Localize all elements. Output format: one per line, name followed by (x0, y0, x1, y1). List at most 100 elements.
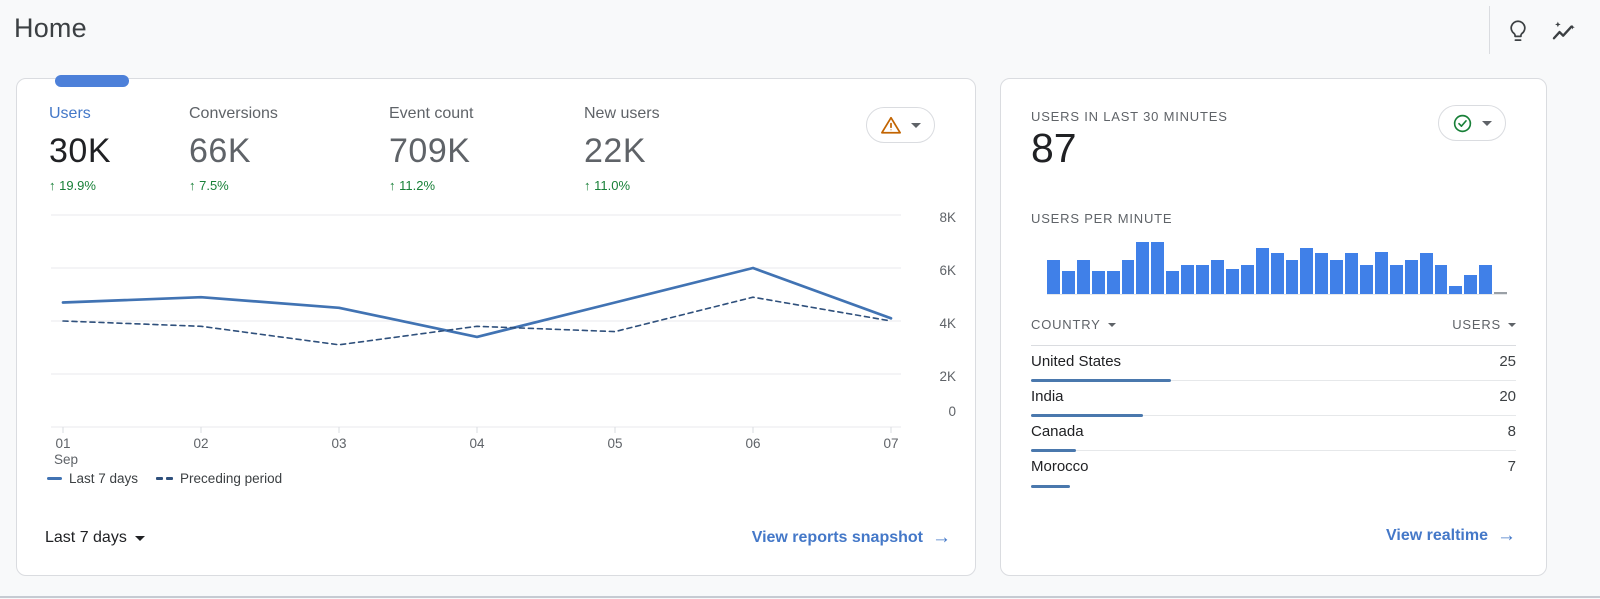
svg-text:05: 05 (607, 436, 622, 451)
sort-caret-icon (1107, 322, 1116, 327)
users-sort-header[interactable]: USERS (1452, 317, 1516, 332)
chevron-down-icon (1482, 120, 1492, 126)
per-minute-bar (1315, 253, 1329, 294)
arrow-right-icon: → (932, 527, 951, 548)
series-dashed (62, 296, 892, 346)
users-per-minute-title: USERS PER MINUTE (1031, 211, 1173, 226)
svg-text:8K: 8K (939, 210, 956, 225)
per-minute-bar (1136, 242, 1150, 294)
metric-delta: ↑ 19.9% (49, 178, 96, 193)
per-minute-bar (1330, 259, 1344, 294)
per-minute-bar (1270, 253, 1284, 294)
arrow-right-icon: → (1497, 525, 1516, 546)
svg-text:0: 0 (948, 404, 956, 419)
per-minute-bar (1360, 265, 1373, 294)
per-minute-bar (1225, 269, 1239, 294)
country-users-value: 25 (1499, 353, 1516, 370)
country-name: United States (1031, 353, 1122, 370)
svg-text:6K: 6K (939, 263, 956, 278)
country-header-label: COUNTRY (1031, 317, 1101, 332)
series-solid (61, 266, 893, 339)
svg-text:2K: 2K (939, 369, 956, 384)
per-minute-bar (1210, 260, 1224, 294)
country-name: Canada (1031, 423, 1084, 440)
country-users-bar (1031, 379, 1171, 382)
per-minute-bar (1419, 253, 1433, 294)
overview-card: Users 30K ↑ 19.9% Conversions 66K ↑ 7.5%… (16, 75, 976, 576)
metric-tabs: Users 30K ↑ 19.9% Conversions 66K ↑ 7.5%… (17, 105, 975, 193)
svg-text:06: 06 (745, 436, 760, 451)
per-minute-bar (1076, 260, 1090, 294)
metric-delta: ↑ 11.2% (389, 178, 436, 193)
svg-text:02: 02 (193, 436, 208, 451)
per-minute-bar (1151, 242, 1165, 294)
country-row: United States 25 (1031, 346, 1516, 382)
metric-label: Conversions (189, 105, 278, 122)
date-range-selector[interactable]: Last 7 days (45, 529, 145, 547)
check-circle-icon (1453, 114, 1472, 132)
per-minute-bar (1047, 260, 1060, 294)
warning-icon (881, 116, 901, 134)
country-users-bar (1031, 414, 1143, 417)
country-name: Morocco (1031, 458, 1089, 475)
per-minute-bar (1345, 253, 1359, 294)
per-minute-bar (1434, 265, 1448, 294)
dashed-line-swatch (156, 477, 174, 480)
overview-card-footer: Last 7 days View reports snapshot → (45, 527, 951, 549)
per-minute-bar (1061, 270, 1075, 294)
country-users-value: 7 (1507, 458, 1516, 475)
chevron-down-icon (134, 535, 145, 541)
per-minute-bar (1255, 248, 1269, 294)
svg-text:03: 03 (331, 436, 346, 451)
realtime-card-footer: View realtime → (1386, 525, 1516, 547)
per-minute-bar (1196, 265, 1209, 294)
metric-value: 709K (389, 132, 471, 170)
view-realtime-link[interactable]: View realtime → (1386, 525, 1516, 547)
country-table: COUNTRY USERS United States 25 India 20 Cana… (1031, 317, 1516, 488)
page-title: Home (14, 13, 87, 43)
country-row: India 20 (1031, 381, 1516, 417)
realtime-card: USERS IN LAST 30 MINUTES 87 USERS PER MI… (1000, 78, 1547, 576)
per-minute-bar (1240, 264, 1254, 294)
chart-legend: Last 7 days Preceding period (47, 471, 282, 486)
per-minute-bar (1449, 285, 1463, 294)
view-reports-snapshot-link[interactable]: View reports snapshot → (752, 527, 951, 549)
active-metric-indicator (55, 75, 129, 87)
svg-text:4K: 4K (939, 316, 956, 331)
metric-tab-conversions[interactable]: Conversions 66K ↑ 7.5% (189, 105, 389, 193)
per-minute-bar (1166, 270, 1180, 294)
date-range-label: Last 7 days (45, 529, 127, 546)
solid-line-swatch (47, 477, 62, 480)
users-last-30min-value: 87 (1031, 125, 1077, 171)
metric-label: Event count (389, 105, 474, 122)
bottom-divider (0, 596, 1600, 598)
per-minute-bar (1404, 259, 1418, 294)
metric-delta: ↑ 11.0% (584, 178, 631, 193)
country-row: Morocco 7 (1031, 451, 1516, 488)
data-quality-button[interactable] (866, 107, 935, 143)
realtime-status-button[interactable] (1438, 105, 1506, 141)
country-sort-header[interactable]: COUNTRY (1031, 317, 1116, 332)
metric-label: New users (584, 105, 660, 122)
country-users-bar (1031, 449, 1076, 452)
country-table-header: COUNTRY USERS (1031, 317, 1516, 346)
link-label: View realtime (1386, 527, 1488, 544)
users-trend-chart: 8K 6K 4K 2K 0 01 02 03 04 05 06 07 Sep (51, 210, 956, 467)
per-minute-bar (1479, 265, 1493, 294)
users-header-label: USERS (1452, 317, 1501, 332)
metric-tab-new-users[interactable]: New users 22K ↑ 11.0% (584, 105, 764, 193)
metric-value: 22K (584, 132, 646, 170)
insights-bulb-button[interactable] (1501, 14, 1535, 48)
header-divider (1489, 6, 1490, 54)
sort-caret-icon (1508, 322, 1516, 327)
metric-tab-event-count[interactable]: Event count 709K ↑ 11.2% (389, 105, 584, 193)
insights-button[interactable] (1546, 14, 1580, 48)
svg-text:07: 07 (883, 436, 898, 451)
metric-label: Users (49, 105, 91, 122)
legend-label: Preceding period (180, 471, 283, 486)
metric-tab-users[interactable]: Users 30K ↑ 19.9% (49, 105, 189, 193)
per-minute-bar (1494, 292, 1508, 294)
legend-label: Last 7 days (69, 471, 139, 486)
country-row: Canada 8 (1031, 416, 1516, 452)
metric-delta: ↑ 7.5% (189, 178, 229, 193)
